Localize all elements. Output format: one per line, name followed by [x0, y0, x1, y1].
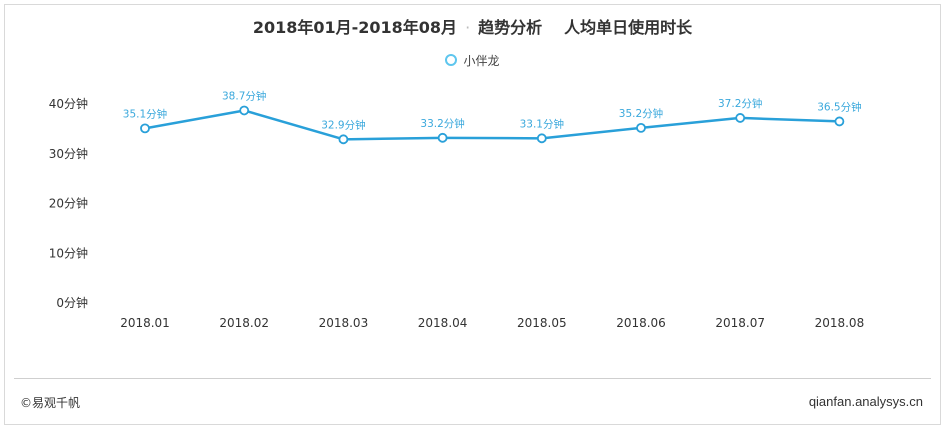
title-metric: 人均单日使用时长: [564, 18, 693, 37]
data-point: [140, 123, 150, 134]
title-separator: ·: [465, 18, 471, 37]
series-line: [144, 109, 840, 141]
x-tick-label: 2018.08: [815, 316, 865, 330]
data-label: 32.9分钟: [321, 118, 365, 131]
data-label: 38.7分钟: [222, 89, 266, 102]
data-label: 35.2分钟: [619, 107, 663, 120]
data-point: [437, 132, 448, 143]
site-url[interactable]: qianfan.analysys.cn: [808, 394, 923, 409]
y-tick-label: 40分钟: [49, 96, 88, 111]
data-label: 36.5分钟: [817, 100, 861, 113]
data-label: 35.1分钟: [123, 107, 167, 120]
data-point: [735, 113, 746, 123]
data-label: 33.1分钟: [520, 117, 564, 130]
legend-marker-icon: [445, 54, 458, 66]
x-tick-label: 2018.07: [715, 316, 765, 330]
x-tick-label: 2018.02: [219, 316, 269, 330]
data-point: [338, 134, 349, 145]
x-tick-label: 2018.03: [319, 316, 369, 330]
data-label: 33.2分钟: [420, 117, 464, 130]
footer-divider: [14, 378, 931, 379]
x-tick-label: 2018.06: [616, 316, 666, 330]
data-point: [636, 122, 646, 133]
legend-label: 小伴龙: [463, 54, 500, 68]
title-section: 趋势分析: [478, 18, 543, 37]
chart-title: 2018年01月-2018年08月 · 趋势分析 人均单日使用时长: [0, 14, 945, 38]
chart-legend[interactable]: 小伴龙: [0, 52, 945, 69]
source-credit: ©易观千帆: [20, 396, 81, 410]
data-point: [239, 105, 250, 116]
y-tick-label: 20分钟: [49, 196, 88, 211]
x-tick-label: 2018.01: [120, 316, 170, 330]
y-tick-label: 10分钟: [49, 245, 88, 260]
data-point: [834, 116, 845, 127]
y-tick-label: 30分钟: [49, 146, 88, 161]
x-tick-label: 2018.04: [418, 316, 468, 330]
x-tick-label: 2018.05: [517, 316, 567, 330]
y-tick-label: 0分钟: [56, 295, 88, 310]
title-period: 2018年01月-2018年08月: [252, 18, 458, 37]
data-point: [536, 133, 547, 144]
chart-panel: [4, 4, 941, 425]
data-label: 37.2分钟: [718, 97, 762, 110]
